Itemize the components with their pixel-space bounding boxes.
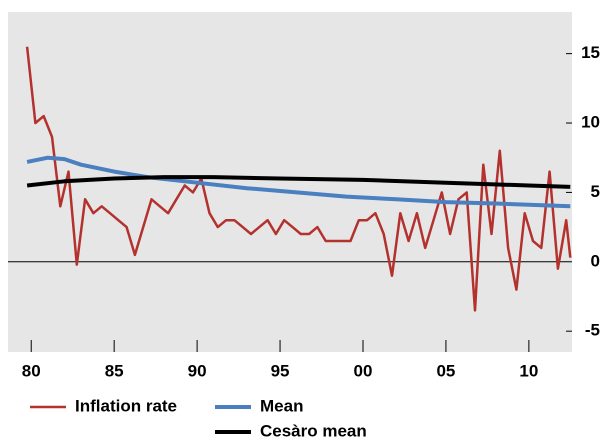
- x-tick-label: 10: [519, 361, 538, 380]
- legend-label: Inflation rate: [75, 396, 177, 415]
- y-tick-label: 10: [581, 113, 600, 132]
- x-tick-label: 00: [354, 361, 373, 380]
- series-line: [26, 155, 571, 209]
- legend-label: Cesàro mean: [260, 421, 367, 440]
- series-line: [26, 175, 571, 189]
- plot-background: [8, 12, 572, 352]
- x-tick-label: 85: [105, 361, 124, 380]
- y-tick-label: 15: [581, 43, 600, 62]
- x-tick-label: 90: [188, 361, 207, 380]
- series-line: [25, 46, 572, 312]
- x-tick-label: 05: [436, 361, 455, 380]
- y-tick-label: -5: [585, 321, 600, 340]
- legend-label: Mean: [260, 396, 303, 415]
- x-tick-label: 80: [22, 361, 41, 380]
- x-tick-label: 95: [271, 361, 290, 380]
- y-tick-label: 0: [591, 251, 600, 270]
- y-tick-label: 5: [591, 182, 600, 201]
